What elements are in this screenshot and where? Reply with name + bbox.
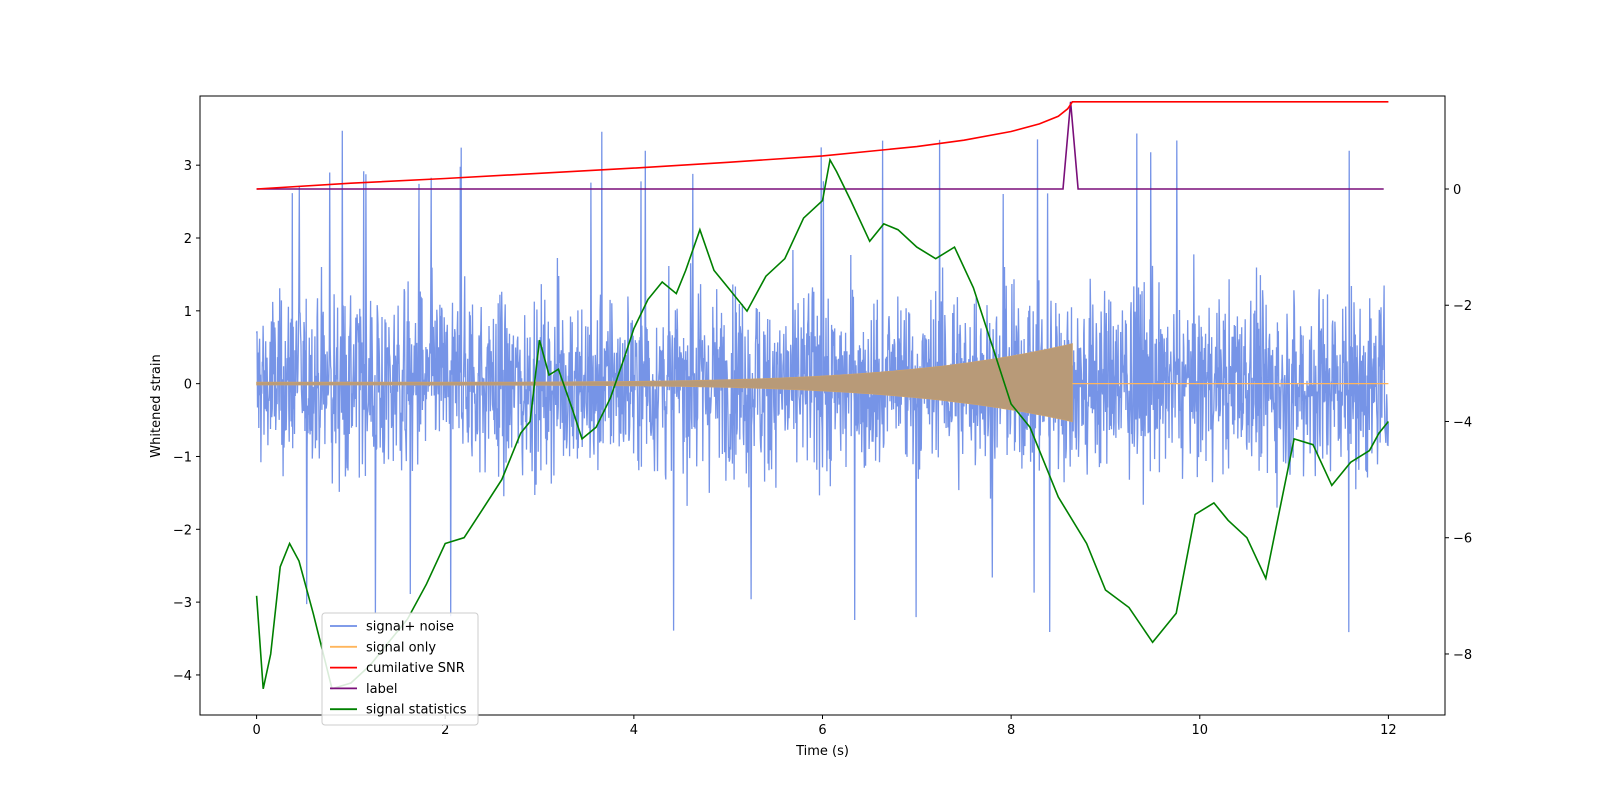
y-tick-label: −1 [173, 450, 192, 465]
x-axis: 0 2 4 6 8 10 12 [252, 715, 1397, 738]
y2-tick-label: −2 [1453, 299, 1472, 314]
series-label [256, 101, 1384, 190]
legend-label: signal only [366, 640, 436, 655]
y2-tick-label: −4 [1453, 415, 1472, 430]
y-tick-label: −4 [173, 669, 192, 684]
series-signal-only [256, 343, 1073, 423]
y-tick-label: 3 [184, 159, 192, 174]
plot-area [255, 101, 1390, 690]
x-tick-label: 2 [441, 723, 449, 738]
legend-box [321, 612, 479, 726]
x-tick-label: 4 [630, 723, 638, 738]
legend: signal+ noise signal only cumilative SNR la… [321, 612, 479, 726]
x-tick-label: 12 [1380, 723, 1397, 738]
legend-label: signal statistics [366, 703, 467, 718]
x-tick-label: 8 [1007, 723, 1015, 738]
x-tick-label: 6 [818, 723, 826, 738]
y-axis-left: −4 −3 −2 −1 0 1 2 3 [173, 159, 200, 684]
series-cumulative-snr [256, 101, 1389, 190]
legend-label: cumilative SNR [366, 661, 465, 676]
y-tick-label: −2 [173, 523, 192, 538]
y-tick-label: 0 [184, 378, 192, 393]
y2-tick-label: −8 [1453, 648, 1472, 663]
series-signal-statistics [255, 157, 1390, 690]
series-signal-plus-noise [255, 130, 1390, 633]
y-tick-label: 1 [184, 305, 192, 320]
y-axis-right: −8 −6 −4 −2 0 [1445, 183, 1472, 663]
y2-tick-label: 0 [1453, 183, 1461, 198]
y-tick-label: 2 [184, 232, 192, 247]
y-tick-label: −3 [173, 596, 192, 611]
y2-tick-label: −6 [1453, 532, 1472, 547]
x-axis-label: Time (s) [795, 744, 849, 759]
x-tick-label: 0 [252, 723, 260, 738]
y-axis-label: Whitened strain [149, 354, 164, 457]
legend-label: signal+ noise [366, 620, 454, 635]
x-tick-label: 10 [1191, 723, 1208, 738]
legend-label: label [366, 682, 397, 697]
